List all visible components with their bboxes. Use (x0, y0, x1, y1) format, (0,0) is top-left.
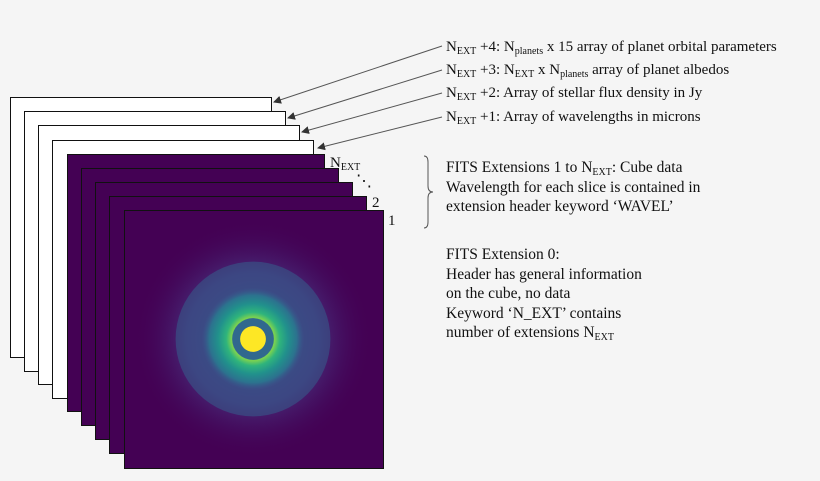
slice-label-1: 1 (388, 213, 396, 229)
arrow-ext1 (317, 116, 443, 151)
cube-slice-1 (124, 210, 384, 469)
slice-label-2: 2 (372, 195, 380, 211)
ext0-note-line1: FITS Extension 0: (446, 246, 560, 263)
ext0-note: FITS Extension 0: Header has general inf… (446, 245, 642, 343)
cube-note: FITS Extensions 1 to NEXT: Cube data Wav… (446, 158, 700, 217)
cube-note-line2: Wavelength for each slice is contained i… (446, 178, 701, 196)
label-ext4: NEXT +4: Nplanets x 15 array of planet o… (446, 39, 777, 57)
ext0-note-line4: Keyword ‘N_EXT’ contains (446, 304, 622, 322)
slice-label-dots: ⋱ (356, 173, 372, 190)
ext0-note-line5: number of extensions NEXT (446, 324, 614, 343)
label-ext2: NEXT +2: Array of stellar flux density i… (446, 85, 703, 103)
slice-label-next: NEXT (330, 155, 361, 173)
ext0-note-line2: Header has general information (446, 265, 642, 283)
label-ext3: NEXT +3: NEXT x Nplanets array of planet… (446, 62, 730, 80)
disk-image (133, 219, 373, 459)
arrow-ext4 (273, 45, 443, 104)
curly-brace (423, 155, 434, 229)
arrow-ext2 (301, 92, 443, 134)
ext0-note-line3: on the cube, no data (446, 285, 571, 302)
cube-note-line3: extension header keyword ‘WAVEL’ (446, 198, 674, 215)
arrow-ext3 (287, 69, 443, 120)
label-ext1: NEXT +1: Array of wavelengths in microns (446, 109, 701, 127)
cube-note-line1: FITS Extensions 1 to NEXT: Cube data (446, 159, 683, 178)
